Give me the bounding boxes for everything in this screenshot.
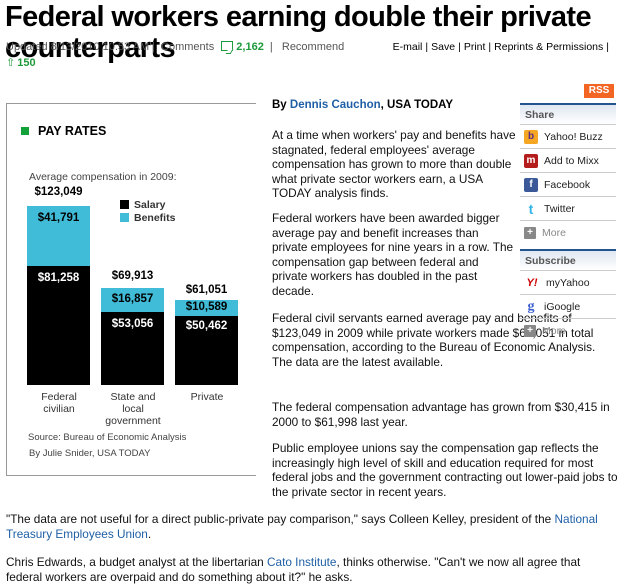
subscribe-heading: Subscribe bbox=[520, 249, 616, 271]
chart-subtitle: Average compensation in 2009: bbox=[29, 171, 177, 183]
print-link[interactable]: Print bbox=[463, 41, 486, 53]
bar-private: $61,051 $10,589 $50,462 bbox=[175, 282, 238, 386]
recommend-link[interactable]: Recommend bbox=[281, 41, 345, 53]
thumbs-up-arrow-icon: ⇧ bbox=[6, 57, 16, 69]
bar-state-local: $69,913 $16,857 $53,056 bbox=[101, 268, 164, 386]
subscribe-myyahoo[interactable]: Y! myYahoo bbox=[520, 271, 616, 295]
benefits-segment: $41,791 bbox=[27, 206, 90, 266]
rss-button[interactable]: RSS bbox=[584, 84, 614, 98]
recommend-count[interactable]: ⇧ 150 bbox=[6, 57, 36, 69]
bar-total: $69,913 bbox=[111, 270, 154, 282]
save-link[interactable]: Save bbox=[431, 41, 456, 53]
mixx-icon: m bbox=[524, 153, 538, 168]
chart-title: PAY RATES bbox=[21, 124, 106, 138]
plus-icon: + bbox=[524, 325, 536, 337]
xlabel-private: Private bbox=[190, 391, 224, 403]
chart-credit: By Julie Snider, USA TODAY bbox=[29, 448, 151, 459]
paragraph-2: Federal workers have been awarded bigger… bbox=[272, 211, 514, 298]
paragraph-4: The federal compensation advantage has g… bbox=[272, 400, 610, 429]
comment-icon[interactable] bbox=[221, 41, 234, 51]
share-more[interactable]: + More bbox=[520, 221, 616, 245]
ntu-link[interactable]: National Treasury Employees Union bbox=[6, 512, 598, 541]
title-marker-icon bbox=[21, 127, 29, 135]
chart-legend: Salary Benefits bbox=[120, 199, 175, 225]
reprints-link[interactable]: Reprints & Permissions bbox=[494, 41, 604, 53]
benefits-segment: $10,589 bbox=[175, 300, 238, 316]
salary-segment: $53,056 bbox=[101, 312, 164, 385]
yahoo-icon: Y! bbox=[524, 275, 540, 290]
benefits-swatch-icon bbox=[120, 213, 129, 222]
facebook-icon: f bbox=[524, 177, 538, 192]
google-icon: g bbox=[524, 299, 538, 314]
comments-count[interactable]: 2,162 bbox=[236, 41, 264, 53]
article-tools: E-mail | Save | Print | Reprints & Permissions… bbox=[392, 41, 609, 53]
byline: By Dennis Cauchon, USA TODAY bbox=[272, 99, 454, 111]
paragraph-5: Public employee unions say the compensat… bbox=[272, 441, 618, 499]
xlabel-state-local: State and local government bbox=[105, 391, 161, 427]
share-facebook[interactable]: f Facebook bbox=[520, 173, 616, 197]
share-mixx[interactable]: m Add to Mixx bbox=[520, 149, 616, 173]
author-link[interactable]: Dennis Cauchon bbox=[289, 99, 381, 111]
updated-timestamp: Updated 8/13/2010 10:53 AM bbox=[6, 41, 150, 53]
share-twitter[interactable]: t Twitter bbox=[520, 197, 616, 221]
bar-total: $123,049 bbox=[34, 186, 83, 198]
email-link[interactable]: E-mail bbox=[392, 41, 423, 53]
xlabel-federal: Federal civilian bbox=[41, 391, 77, 415]
pay-rates-chart: PAY RATES Average compensation in 2009: … bbox=[6, 103, 256, 476]
share-heading: Share bbox=[520, 103, 616, 125]
share-yahoo-buzz[interactable]: b Yahoo! Buzz bbox=[520, 125, 616, 149]
headline: Federal workers earning double their pri… bbox=[5, 1, 592, 64]
comments-link[interactable]: Comments bbox=[161, 41, 215, 53]
benefits-segment: $16,857 bbox=[101, 288, 164, 312]
article-meta: Updated 8/13/2010 10:53 AM | Comments 2,1… bbox=[6, 41, 345, 53]
cato-link[interactable]: Cato Institute bbox=[266, 555, 337, 569]
yahoo-buzz-icon: b bbox=[524, 129, 538, 144]
bar-total: $61,051 bbox=[185, 284, 228, 296]
share-panel: Share b Yahoo! Buzz m Add to Mixx f Faceboo… bbox=[520, 103, 616, 343]
quote-paragraph-2: Chris Edwards, a budget analyst at the l… bbox=[6, 555, 581, 584]
quote-paragraph-1: "The data are not useful for a direct pu… bbox=[6, 512, 598, 541]
bar-federal: $123,049 $41,791 $81,258 bbox=[27, 186, 90, 386]
salary-swatch-icon bbox=[120, 200, 129, 209]
subscribe-more[interactable]: + More bbox=[520, 319, 616, 343]
plus-icon: + bbox=[524, 227, 536, 239]
chart-source: Source: Bureau of Economic Analysis bbox=[28, 432, 187, 443]
twitter-icon: t bbox=[524, 201, 538, 216]
paragraph-3: Federal civil servants earned average pa… bbox=[272, 311, 596, 369]
salary-segment: $50,462 bbox=[175, 316, 238, 385]
paragraph-1: At a time when workers' pay and benefits… bbox=[272, 128, 516, 201]
subscribe-igoogle[interactable]: g iGoogle bbox=[520, 295, 616, 319]
salary-segment: $81,258 bbox=[27, 266, 90, 385]
